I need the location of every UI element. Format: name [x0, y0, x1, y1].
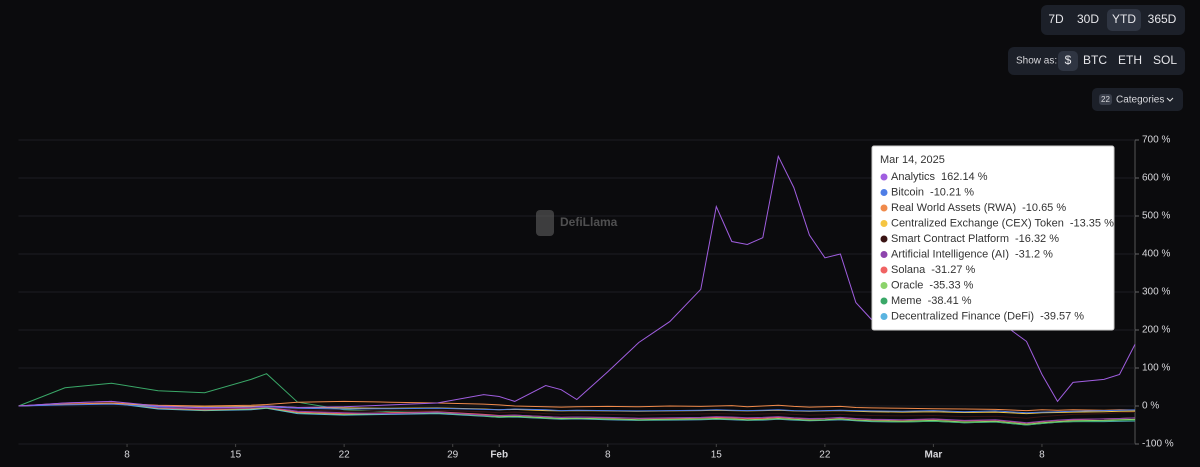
currency-button[interactable]: BTC [1083, 53, 1107, 67]
watermark: DefiLlama [536, 210, 618, 236]
legend-entry: Decentralized Finance (DeFi) -39.57 % [891, 310, 1084, 322]
x-tick-label: 15 [230, 450, 242, 461]
legend-name: Meme [891, 295, 922, 307]
legend-dot [880, 266, 888, 274]
legend-entry: Real World Assets (RWA) -10.65 % [891, 202, 1066, 214]
legend-name: Oracle [891, 279, 923, 291]
legend-entry: Oracle -35.33 % [891, 279, 974, 291]
legend-name: Bitcoin [891, 186, 924, 198]
tooltip-title: Mar 14, 2025 [880, 154, 945, 166]
legend-name: Analytics [891, 171, 936, 183]
range-active [1107, 9, 1141, 31]
watermark-text: DefiLlama [560, 215, 618, 229]
y-tick-label: 700 % [1142, 135, 1170, 146]
categories-badge [1099, 94, 1112, 105]
legend-value: -38.41 % [928, 295, 972, 307]
controls: 7D 30D YTD 365D Show as: $ BTC ETH SOL 22 Categori… [1008, 5, 1185, 111]
legend-value: -39.57 % [1040, 310, 1084, 322]
y-tick-label: 0 % [1142, 401, 1159, 412]
legend-entry: Solana -31.27 % [891, 264, 976, 276]
legend-dot [880, 189, 888, 196]
legend-name: Centralized Exchange (CEX) Token [891, 217, 1064, 229]
legend-entry: Bitcoin -10.21 % [891, 186, 974, 198]
legend-name: Solana [891, 264, 926, 276]
x-tick-label: 8 [1039, 450, 1045, 461]
legend-entry: Analytics 162.14 % [891, 171, 988, 183]
series-line [18, 402, 1136, 425]
range-button[interactable]: 365D [1148, 12, 1177, 26]
range-button[interactable]: YTD [1112, 12, 1136, 26]
x-tick-label: 15 [711, 450, 723, 461]
legend-dot [880, 297, 888, 305]
x-tick-label: 8 [605, 450, 611, 461]
legend-value: -35.33 % [929, 279, 973, 291]
legend-entry: Meme -38.41 % [891, 295, 972, 307]
plot: -100 % 0 % 100 % 200 % 300 % 400 % 500 % 600 % 7… [18, 135, 1174, 461]
legend-entry: Artificial Intelligence (AI) -31.2 % [891, 248, 1053, 260]
legend-entry: Smart Contract Platform -16.32 % [891, 233, 1059, 245]
legend-name: Artificial Intelligence (AI) [891, 248, 1009, 260]
show-as-label: Show as: [1016, 56, 1057, 67]
series-line [18, 400, 1136, 412]
y-tick-label: 300 % [1142, 287, 1170, 298]
categories-count: 22 [1101, 95, 1110, 104]
show-as-box [1008, 47, 1185, 75]
legend-value: -10.21 % [930, 186, 974, 198]
legend-name: Decentralized Finance (DeFi) [891, 310, 1034, 322]
x-tick-label: 8 [124, 450, 130, 461]
series-line [18, 400, 1136, 424]
legend-value: -10.65 % [1022, 202, 1066, 214]
legend-dot [880, 173, 888, 181]
chevron [1166, 97, 1174, 102]
y-tick-label: 100 % [1142, 363, 1170, 374]
categories-label: Categories [1116, 95, 1164, 106]
currency-button[interactable]: $ [1065, 53, 1072, 67]
x-tick-label: 22 [819, 450, 831, 461]
range-button[interactable]: 30D [1077, 12, 1099, 26]
legend-value: -31.2 % [1015, 248, 1053, 260]
series-line [18, 401, 1136, 419]
x-tick-label: 29 [447, 450, 459, 461]
legend-dot [880, 220, 888, 227]
legend-value: -16.32 % [1015, 233, 1059, 245]
y-tick-label: 500 % [1142, 211, 1170, 222]
categories-button[interactable] [1092, 88, 1183, 111]
legend-dot [880, 235, 888, 243]
y-tick-label: 400 % [1142, 249, 1170, 260]
legend-value: -31.27 % [931, 264, 975, 276]
y-tick-label: 200 % [1142, 325, 1170, 336]
legend-dot [880, 204, 888, 212]
currency-button[interactable]: SOL [1153, 53, 1177, 67]
legend-entry: Centralized Exchange (CEX) Token -13.35 % [891, 217, 1114, 229]
x-tick-label: 22 [339, 450, 351, 461]
y-tick-label: 600 % [1142, 173, 1170, 184]
tooltip-box [871, 145, 1115, 331]
y-tick-label: -100 % [1142, 439, 1174, 450]
currency-button[interactable]: ETH [1118, 53, 1142, 67]
legend-name: Real World Assets (RWA) [891, 202, 1016, 214]
legend-value: -13.35 % [1070, 217, 1114, 229]
series-line [18, 403, 1136, 414]
currency-active [1058, 51, 1078, 71]
legend-dot [880, 282, 888, 289]
range-button[interactable]: 7D [1048, 12, 1064, 26]
tooltip: Mar 14, 2025 Analytics 162.14 % Bitcoin -10… [871, 145, 1115, 331]
x-tick-label: Feb [490, 450, 508, 461]
watermark-logo [536, 210, 554, 236]
legend-dot [880, 251, 888, 258]
x-tick-label: Mar [925, 450, 943, 461]
legend-name: Smart Contract Platform [891, 233, 1009, 245]
legend-dot [880, 313, 888, 320]
legend-value: 162.14 % [941, 171, 988, 183]
